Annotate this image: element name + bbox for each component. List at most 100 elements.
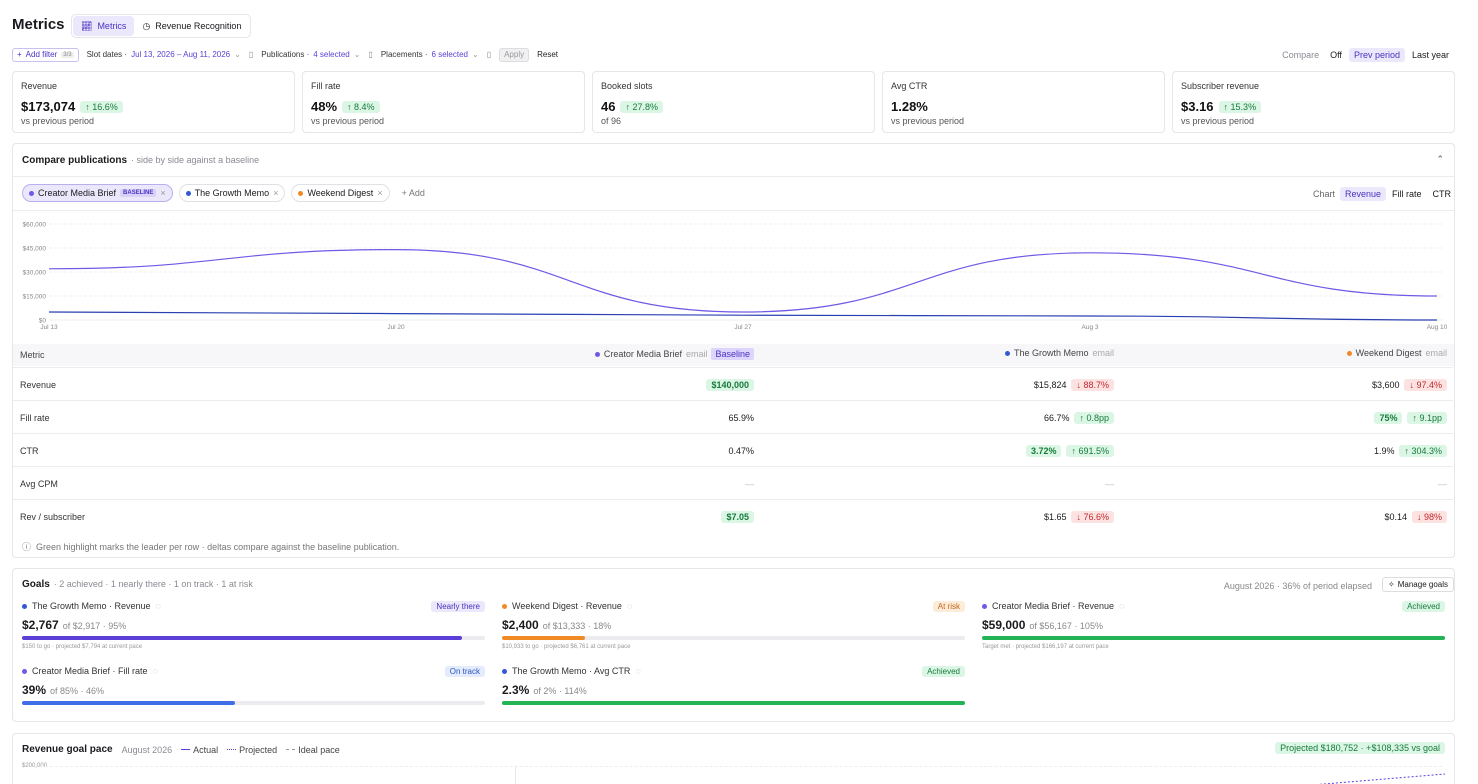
collapse-icon[interactable]: ⌃: [1436, 154, 1444, 164]
kpi-label: Avg CTR: [891, 81, 928, 91]
bell-icon[interactable]: ◌: [155, 601, 161, 611]
bell-icon[interactable]: ◌: [152, 666, 158, 676]
cell-delta: ↓ 88.7%: [1071, 378, 1114, 391]
kpi-sub: of 96: [601, 116, 622, 126]
trash-icon[interactable]: ▯: [486, 50, 492, 59]
kpi-card: Booked slots 46 ↑ 27.8% of 96: [592, 71, 875, 133]
compare-prev-period[interactable]: Prev period: [1348, 48, 1405, 62]
close-icon[interactable]: ×: [377, 188, 383, 198]
metric-name: Avg CPM: [20, 478, 58, 489]
goal-note: $10,933 to go · projected $6,761 at curr…: [502, 644, 631, 650]
goal-target: of $2,917 · 95%: [62, 621, 127, 631]
close-icon[interactable]: ×: [160, 188, 166, 198]
table-row: Rev / subscriber $7.05 $1.65 ↓ 76.6% $0.14 ↓ …: [13, 499, 1453, 532]
series-dot: [22, 668, 27, 674]
divider: [13, 176, 1454, 177]
table-cell: 1.9% ↑ 304.3%: [1374, 434, 1447, 467]
chart-metric-toggle: Chart Revenue Fill rate CTR: [1313, 187, 1456, 201]
kpi-sub: vs previous period: [891, 116, 965, 126]
chart-fill-rate[interactable]: Fill rate: [1391, 189, 1422, 199]
series-line-1[interactable]: [48, 311, 1438, 321]
goal-card[interactable]: The Growth Memo · Avg CTR ◌ Achieved 2.3% of…: [502, 666, 965, 722]
goal-value: $2,400: [502, 618, 539, 632]
table-cell: $7.05: [721, 500, 754, 533]
column-header: The Growth Memo email: [1004, 348, 1114, 358]
y-tick-label: $15,000: [23, 294, 47, 301]
y-tick-label: $0: [39, 318, 47, 325]
table-row: Revenue $140,000 $15,824 ↓ 88.7% $3,600 ↓ 97.…: [13, 367, 1453, 400]
goal-note: Target met · projected $166,197 at curre…: [982, 644, 1109, 650]
cell-value: —: [745, 478, 754, 489]
publication-chip[interactable]: Creator Media Brief BASELINE ×: [22, 184, 173, 202]
kpi-label: Fill rate: [311, 81, 341, 91]
compare-off[interactable]: Off: [1330, 50, 1342, 60]
series-dot: [502, 603, 507, 609]
bell-icon[interactable]: ◌: [635, 666, 641, 676]
goal-card[interactable]: Creator Media Brief · Revenue ◌ Achieved $5…: [982, 601, 1445, 657]
goal-card[interactable]: The Growth Memo · Revenue ◌ Nearly there $2…: [22, 601, 485, 657]
cell-value: 75%: [1374, 411, 1403, 424]
chart-revenue[interactable]: Revenue: [1339, 187, 1386, 201]
trash-icon[interactable]: ▯: [248, 50, 254, 59]
add-filter-button[interactable]: + Add filter 3/3: [12, 47, 79, 62]
page-title: Metrics: [12, 16, 65, 33]
pace-title-row: Revenue goal pace August 2026 Actual Pro…: [22, 744, 340, 755]
goal-title: The Growth Memo · Revenue: [32, 601, 151, 611]
goal-progress-bar: [502, 701, 965, 705]
kpi-value-row: $3.16 ↑ 15.3%: [1181, 99, 1262, 114]
plus-icon: +: [17, 50, 22, 59]
kpi-sub: vs previous period: [21, 116, 95, 126]
manage-goals-button[interactable]: ✧ Manage goals: [1382, 577, 1454, 592]
x-tick-label: Aug 3: [1082, 324, 1099, 331]
goal-card[interactable]: Creator Media Brief · Fill rate ◌ On track…: [22, 666, 485, 722]
goal-title: Creator Media Brief · Revenue: [992, 601, 1115, 611]
cell-value: $3,600: [1371, 379, 1400, 390]
column-header: Weekend Digest email: [1346, 348, 1447, 358]
goals-title-row: Goals · 2 achieved · 1 nearly there · 1 …: [22, 579, 253, 590]
bell-icon[interactable]: ◌: [626, 601, 633, 611]
kpi-value-row: $173,074 ↑ 16.6%: [21, 99, 123, 114]
chevron-down-icon: ⌄: [234, 50, 241, 59]
kpi-card: Subscriber revenue $3.16 ↑ 15.3% vs previou…: [1172, 71, 1455, 133]
tab-metrics[interactable]: 📈︎ Metrics: [73, 16, 135, 36]
kpi-label: Booked slots: [601, 81, 653, 91]
goal-title: Weekend Digest · Revenue: [512, 601, 622, 611]
kpi-value-row: 46 ↑ 27.8%: [601, 99, 663, 114]
slot-dates-filter[interactable]: Slot dates · Jul 13, 2026 – Aug 11, 2026…: [86, 50, 241, 59]
compare-last-year[interactable]: Last year: [1411, 50, 1449, 60]
kpi-label: Subscriber revenue: [1181, 81, 1260, 91]
chevron-down-icon: ⌄: [471, 50, 479, 59]
close-icon[interactable]: ×: [273, 188, 279, 198]
cell-value: —: [1105, 478, 1114, 489]
goal-card[interactable]: Weekend Digest · Revenue ◌ At risk $2,400 of…: [502, 601, 965, 657]
publication-chip[interactable]: The Growth Memo ×: [178, 184, 286, 202]
legend-projected: Projected: [227, 745, 277, 755]
bell-icon[interactable]: ◌: [1119, 601, 1125, 611]
reset-button[interactable]: Reset: [537, 50, 559, 59]
compare-toggle: Compare Off Prev period Last year: [1282, 48, 1454, 62]
table-cell: $1.65 ↓ 76.6%: [1044, 500, 1114, 533]
goal-progress-fill: [22, 701, 235, 705]
chevron-down-icon: ⌄: [353, 50, 361, 59]
goal-status-badge: Achieved: [1402, 601, 1445, 612]
goal-status-badge: Nearly there: [431, 601, 485, 612]
goal-progress-bar: [22, 636, 485, 640]
info-icon: ⓘ: [22, 542, 32, 552]
add-publication-button[interactable]: + Add: [401, 188, 425, 198]
goal-progress-bar: [22, 701, 485, 705]
publication-chip[interactable]: Weekend Digest ×: [291, 184, 390, 202]
series-line-0[interactable]: [48, 248, 1438, 313]
series-dot: [982, 603, 987, 609]
chart-ctr[interactable]: CTR: [1432, 189, 1452, 199]
publications-filter[interactable]: Publications · 4 selected ⌄: [261, 50, 361, 59]
tab-revenue-recognition[interactable]: ◷ Revenue Recognition: [142, 20, 242, 32]
apply-button[interactable]: Apply: [499, 47, 530, 62]
placements-filter[interactable]: Placements · 6 selected ⌄: [380, 50, 479, 59]
trash-icon[interactable]: ▯: [368, 50, 373, 59]
goal-progress-bar: [502, 636, 965, 640]
goal-progress-bar: [982, 636, 1445, 640]
cell-delta: ↑ 304.3%: [1399, 444, 1447, 457]
kpi-value-row: 48% ↑ 8.4%: [311, 99, 380, 114]
revenue-pace-panel: [12, 733, 1455, 784]
